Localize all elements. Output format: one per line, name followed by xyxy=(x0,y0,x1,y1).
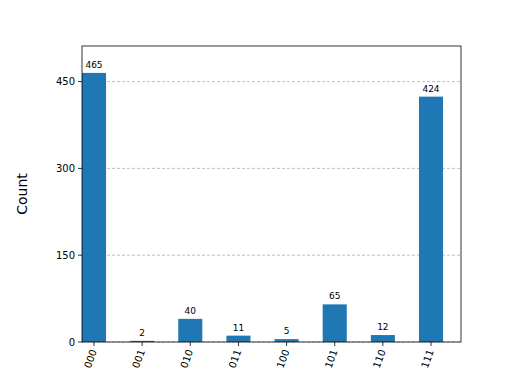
data-label: 5 xyxy=(284,326,290,336)
y-tick-label: 300 xyxy=(56,163,75,174)
x-tick-label: 111 xyxy=(419,348,436,370)
data-label: 424 xyxy=(422,84,439,94)
x-tick-label: 110 xyxy=(371,348,388,370)
data-label: 11 xyxy=(233,323,244,333)
bar xyxy=(178,319,202,342)
x-tick-label: 100 xyxy=(275,348,292,370)
grid-line xyxy=(82,81,461,82)
bar xyxy=(226,336,250,342)
y-tick-label: 150 xyxy=(56,250,75,261)
bar xyxy=(323,304,347,342)
grid-line xyxy=(82,255,461,256)
data-label: 65 xyxy=(329,291,340,301)
bar xyxy=(371,335,395,342)
chart: 0 150 300 450 465 2 40 11 5 65 12 424 000 001 010 011 10… xyxy=(0,0,512,384)
bars xyxy=(82,73,443,342)
x-tick xyxy=(238,342,239,346)
x-tick-label: 001 xyxy=(130,348,147,370)
y-tick xyxy=(78,255,82,256)
y-tick xyxy=(78,81,82,82)
x-tick xyxy=(431,342,432,346)
x-tick xyxy=(382,342,383,346)
x-tick xyxy=(142,342,143,346)
x-tick xyxy=(94,342,95,346)
bar xyxy=(419,97,443,342)
x-tick xyxy=(286,342,287,346)
bar xyxy=(275,339,299,342)
data-label: 40 xyxy=(185,306,197,316)
x-tick xyxy=(190,342,191,346)
x-tick-label: 000 xyxy=(82,348,99,370)
y-tick-label: 450 xyxy=(56,76,75,87)
data-label: 12 xyxy=(377,322,388,332)
data-label: 465 xyxy=(85,60,102,70)
grid-line xyxy=(82,168,461,169)
x-tick-label: 101 xyxy=(323,348,340,370)
y-tick-label: 0 xyxy=(69,337,75,348)
x-tick-label: 010 xyxy=(178,348,195,370)
plot-frame xyxy=(82,46,461,342)
x-tick xyxy=(334,342,335,346)
bar xyxy=(82,73,106,342)
y-tick xyxy=(78,342,82,343)
y-tick xyxy=(78,168,82,169)
y-axis-label: Count xyxy=(14,173,30,215)
chart-container: 0 150 300 450 465 2 40 11 5 65 12 424 000 001 010 011 10… xyxy=(0,0,512,384)
data-label: 2 xyxy=(139,328,145,338)
x-tick-label: 011 xyxy=(226,348,243,370)
